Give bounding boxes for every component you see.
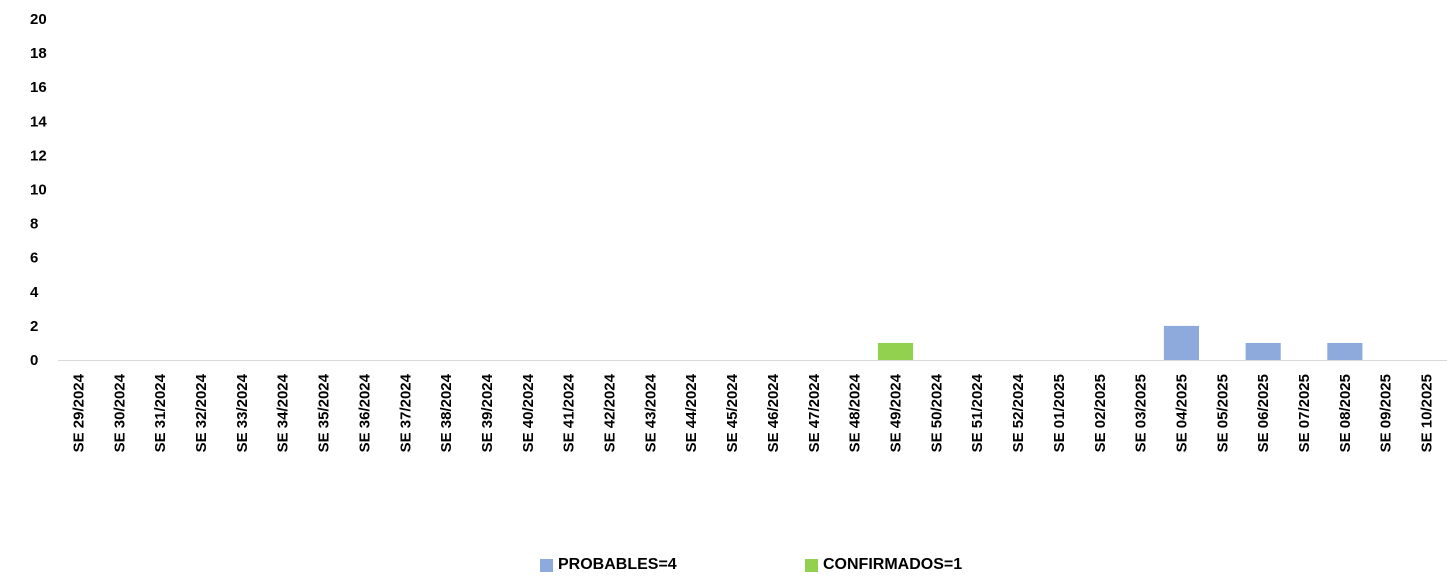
y-tick-label: 20 bbox=[30, 11, 47, 28]
x-tick-label: SE 29/2024 bbox=[70, 373, 87, 452]
x-tick-label: SE 33/2024 bbox=[234, 373, 251, 452]
x-tick-label: SE 32/2024 bbox=[193, 373, 210, 452]
x-tick-label: SE 40/2024 bbox=[520, 373, 537, 452]
x-tick-label: SE 47/2024 bbox=[806, 373, 823, 452]
x-tick-label: SE 44/2024 bbox=[683, 373, 700, 452]
x-tick-label: SE 01/2025 bbox=[1051, 374, 1068, 452]
legend-label-probables: PROBABLES=4 bbox=[558, 556, 677, 573]
x-tick-label: SE 41/2024 bbox=[561, 373, 578, 452]
x-tick-label: SE 05/2025 bbox=[1214, 374, 1231, 452]
y-tick-label: 18 bbox=[30, 45, 47, 62]
x-tick-label: SE 36/2024 bbox=[356, 373, 373, 452]
y-tick-label: 2 bbox=[30, 318, 38, 335]
legend-item-confirmados: CONFIRMADOS=1 bbox=[805, 556, 962, 574]
x-tick-label: SE 02/2025 bbox=[1092, 374, 1109, 452]
y-axis: 0 2 4 6 8 10 12 14 16 18 20 bbox=[30, 11, 47, 369]
x-tick-label: SE 52/2024 bbox=[1010, 373, 1027, 452]
y-tick-label: 8 bbox=[30, 216, 38, 233]
legend-label-confirmados: CONFIRMADOS=1 bbox=[823, 556, 963, 573]
x-tick-label: SE 31/2024 bbox=[152, 373, 169, 452]
x-tick-label: SE 48/2024 bbox=[847, 373, 864, 452]
x-tick-label: SE 43/2024 bbox=[642, 373, 659, 452]
x-tick-label: SE 37/2024 bbox=[397, 373, 414, 452]
x-axis: SE 29/2024 SE 30/2024 SE 31/2024 SE 32/2024… bbox=[70, 373, 1435, 452]
legend-swatch-confirmados bbox=[805, 558, 818, 572]
x-tick-label: SE 46/2024 bbox=[765, 373, 782, 452]
x-tick-label: SE 50/2024 bbox=[928, 373, 945, 452]
x-tick-label: SE 51/2024 bbox=[969, 373, 986, 452]
legend-swatch-probables bbox=[540, 558, 553, 572]
x-tick-label: SE 03/2025 bbox=[1133, 374, 1150, 452]
y-tick-label: 10 bbox=[30, 182, 47, 199]
y-tick-label: 16 bbox=[30, 79, 47, 96]
x-tick-label: SE 09/2025 bbox=[1378, 374, 1395, 452]
x-tick-label: SE 38/2024 bbox=[438, 373, 455, 452]
legend: PROBABLES=4 CONFIRMADOS=1 bbox=[0, 556, 1455, 576]
x-tick-label: SE 06/2025 bbox=[1255, 374, 1272, 452]
x-tick-label: SE 42/2024 bbox=[602, 373, 619, 452]
bar-confirmados bbox=[877, 342, 914, 360]
y-tick-label: 6 bbox=[30, 250, 38, 267]
bars-layer bbox=[877, 325, 1363, 360]
x-tick-label: SE 35/2024 bbox=[316, 373, 333, 452]
bar-probables bbox=[1327, 342, 1363, 360]
bar-probables bbox=[1163, 325, 1200, 360]
legend-item-probables: PROBABLES=4 bbox=[540, 556, 677, 574]
x-tick-label: SE 49/2024 bbox=[887, 373, 904, 452]
x-tick-label: SE 04/2025 bbox=[1173, 374, 1190, 452]
bar-probables bbox=[1245, 342, 1281, 360]
y-tick-label: 0 bbox=[30, 352, 38, 369]
y-tick-label: 4 bbox=[30, 284, 39, 301]
y-tick-label: 12 bbox=[30, 147, 47, 164]
x-tick-label: SE 34/2024 bbox=[275, 373, 292, 452]
x-tick-label: SE 08/2025 bbox=[1337, 374, 1354, 452]
x-tick-label: SE 07/2025 bbox=[1296, 374, 1313, 452]
y-tick-label: 14 bbox=[30, 113, 47, 130]
x-tick-label: SE 10/2025 bbox=[1419, 374, 1436, 452]
x-tick-label: SE 45/2024 bbox=[724, 373, 741, 452]
x-tick-label: SE 39/2024 bbox=[479, 373, 496, 452]
x-tick-label: SE 30/2024 bbox=[111, 373, 128, 452]
